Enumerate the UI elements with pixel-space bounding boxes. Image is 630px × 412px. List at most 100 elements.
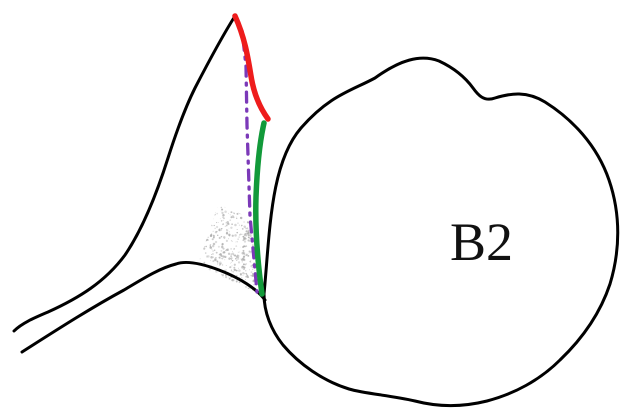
- stipple-dot: [221, 224, 223, 226]
- stipple-dot: [212, 242, 216, 246]
- stipple-dot: [237, 238, 239, 240]
- stipple-dot: [244, 245, 246, 248]
- stipple-dot: [252, 268, 254, 271]
- stipple-dot: [216, 207, 218, 209]
- stipple-dot: [217, 263, 218, 265]
- stipple-dot: [236, 241, 238, 243]
- stipple-dot: [213, 213, 216, 216]
- stipple-dot: [225, 229, 229, 232]
- left-upper-outline: [12, 14, 237, 333]
- stipple-dot: [204, 228, 206, 231]
- stipple-dot: [234, 286, 237, 290]
- stipple-dot: [210, 255, 213, 259]
- stipple-dot: [220, 235, 223, 238]
- stipple-dot: [214, 258, 216, 260]
- stipple-dot: [225, 231, 229, 235]
- stipple-dot: [228, 277, 231, 280]
- stipple-dot: [200, 221, 203, 224]
- stipple-dot: [212, 250, 214, 252]
- stipple-dot: [222, 283, 224, 286]
- stipple-dot: [213, 249, 216, 251]
- stipple-dot: [212, 234, 215, 237]
- stipple-dot: [250, 264, 253, 268]
- stipple-dot: [199, 248, 202, 251]
- stipple-dot: [245, 272, 248, 275]
- stipple-dot: [215, 251, 218, 254]
- stipple-dot: [216, 221, 218, 224]
- stipple-dot: [236, 217, 238, 219]
- stipple-dot: [230, 253, 233, 255]
- stipple-dot: [207, 236, 209, 239]
- stipple-dot: [235, 245, 238, 248]
- stipple-dot: [202, 234, 206, 237]
- stipple-dot: [203, 284, 205, 286]
- stipple-dot: [233, 268, 237, 272]
- stipple-dot: [233, 266, 236, 269]
- stipple-dot: [228, 227, 230, 229]
- stipple-dot: [238, 285, 241, 288]
- stipple-dot: [237, 254, 239, 256]
- stipple-dot: [223, 285, 226, 287]
- stipple-dot: [225, 249, 227, 252]
- stipple-dot: [254, 270, 256, 272]
- stipple-dot: [223, 282, 224, 283]
- stipple-dot: [240, 217, 242, 219]
- stipple-dot: [250, 260, 252, 262]
- stipple-dot: [239, 251, 241, 253]
- stipple-dot: [226, 283, 230, 286]
- stipple-dot: [224, 255, 227, 259]
- stipple-dot: [237, 261, 241, 264]
- stipple-dot: [240, 212, 243, 215]
- stipple-dot: [212, 272, 214, 274]
- stipple-dot: [220, 273, 223, 275]
- stipple-dot: [199, 258, 201, 260]
- stipple-dot: [241, 209, 244, 212]
- stipple-dot: [241, 261, 243, 263]
- stipple-dot: [226, 287, 228, 289]
- stipple-dot: [206, 232, 208, 234]
- stipple-dot: [249, 260, 251, 263]
- stipple-dot: [241, 225, 242, 227]
- stipple-dot: [227, 283, 230, 286]
- stipple-dot: [202, 211, 205, 213]
- stipple-dot: [247, 229, 250, 232]
- stipple-dot: [215, 225, 219, 229]
- stipple-dot: [231, 259, 234, 262]
- stipple-dot: [224, 205, 227, 208]
- stipple-dot: [202, 267, 205, 270]
- stipple-dot: [230, 269, 233, 271]
- stipple-dot: [218, 256, 221, 259]
- stipple-dot: [245, 286, 247, 288]
- stipple-dot: [231, 205, 234, 208]
- stipple-dot: [212, 234, 216, 238]
- stipple-dot: [218, 222, 219, 224]
- stipple-dot: [239, 258, 241, 260]
- stipple-dot: [210, 259, 212, 261]
- stipple-dot: [238, 224, 240, 226]
- stipple-dot: [209, 290, 211, 292]
- stipple-dot: [245, 263, 247, 265]
- stipple-dot: [216, 290, 218, 292]
- stipple-dot: [199, 217, 201, 219]
- stipple-dot: [210, 282, 213, 285]
- stipple-dot: [230, 240, 233, 242]
- stipple-dot: [203, 239, 205, 241]
- stipple-dot: [221, 278, 223, 280]
- stipple-dot: [203, 243, 205, 245]
- stipple-dot: [218, 254, 221, 256]
- stipple-dot: [203, 231, 205, 234]
- stipple-dot: [220, 263, 223, 265]
- stipple-dot: [220, 286, 223, 290]
- stipple-dot: [220, 220, 223, 222]
- stipple-dot: [210, 235, 212, 237]
- stipple-dot: [221, 257, 224, 260]
- stipple-dot: [221, 243, 224, 246]
- stipple-dot: [209, 246, 213, 249]
- stipple-dot: [222, 255, 225, 258]
- stipple-dot: [219, 263, 221, 265]
- stipple-dot: [225, 265, 227, 267]
- stipple-dot: [236, 256, 238, 258]
- stipple-dot: [231, 234, 234, 237]
- stipple-dot: [236, 216, 238, 218]
- stipple-dot: [203, 279, 206, 283]
